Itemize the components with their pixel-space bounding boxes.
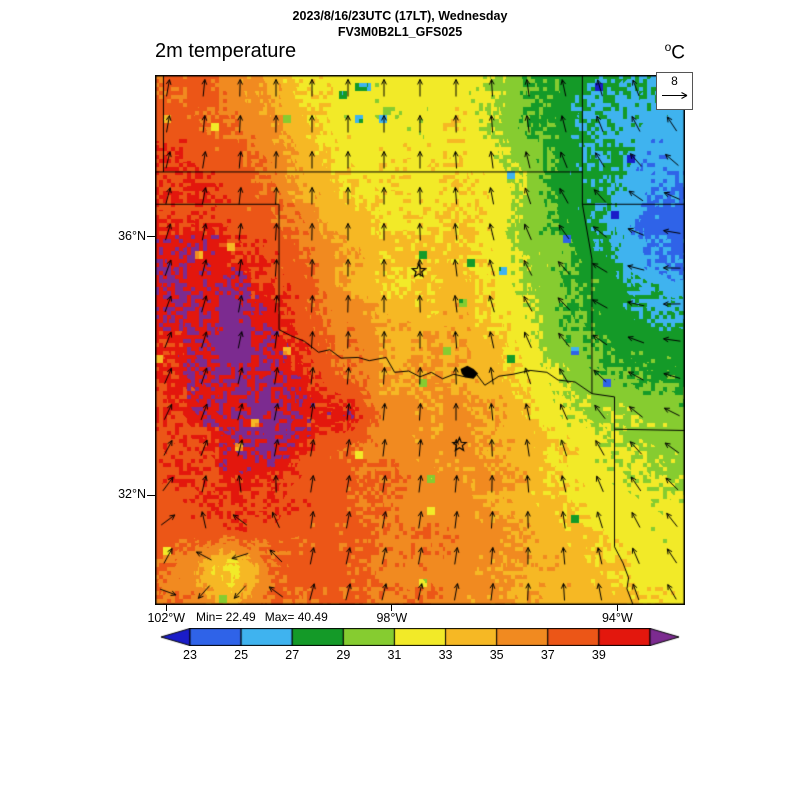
plot-title: 2m temperature: [155, 40, 297, 62]
colorbar-tick-label: 37: [540, 648, 555, 662]
y-axis-tick: [147, 236, 155, 238]
minmax-readout: Min= 22.49 Max= 40.49: [196, 610, 337, 624]
y-axis-tick-label: 36°N: [118, 228, 146, 243]
colorbar: [160, 628, 680, 646]
colorbar-tick-label: 33: [438, 648, 453, 662]
x-axis-tick: [616, 605, 618, 611]
unit-main: C: [671, 42, 685, 64]
x-axis-tick: [391, 605, 393, 611]
wind-reference-box: 8: [656, 72, 693, 110]
header-model-id: FV3M0B2L1_GFS025: [337, 25, 463, 39]
x-axis-tick-label: 102°W: [147, 611, 186, 625]
colorbar-tick-label: 23: [183, 648, 197, 662]
unit-superscript: o: [664, 40, 672, 54]
y-axis-tick: [147, 494, 155, 496]
wind-reference-value: 8: [671, 74, 678, 88]
y-axis-tick-label: 32°N: [118, 487, 146, 502]
colorbar-tick-label: 29: [336, 648, 351, 662]
colorbar-tick-label: 27: [285, 648, 300, 662]
unit-label: oC: [625, 40, 685, 64]
min-value-label: Min= 22.49: [196, 610, 256, 624]
colorbar-tick-label: 31: [387, 648, 402, 662]
max-value-label: Max= 40.49: [264, 610, 328, 624]
x-axis-tick-label: 98°W: [376, 611, 408, 625]
colorbar-labels: 23 25 27 29 31 33 35 37 39: [160, 648, 680, 664]
colorbar-tick-label: 35: [489, 648, 504, 662]
wind-reference-arrow-icon: [661, 92, 687, 99]
x-axis-tick: [165, 605, 167, 611]
colorbar-tick-label: 39: [591, 648, 606, 662]
plot-header: 2023/8/16/23UTC (17LT), Wednesday FV3M0B…: [0, 8, 800, 40]
temperature-map-canvas: [155, 75, 685, 605]
header-datetime: 2023/8/16/23UTC (17LT), Wednesday: [292, 9, 508, 23]
x-axis-tick-label: 94°W: [601, 611, 633, 625]
colorbar-tick-label: 25: [234, 648, 249, 662]
